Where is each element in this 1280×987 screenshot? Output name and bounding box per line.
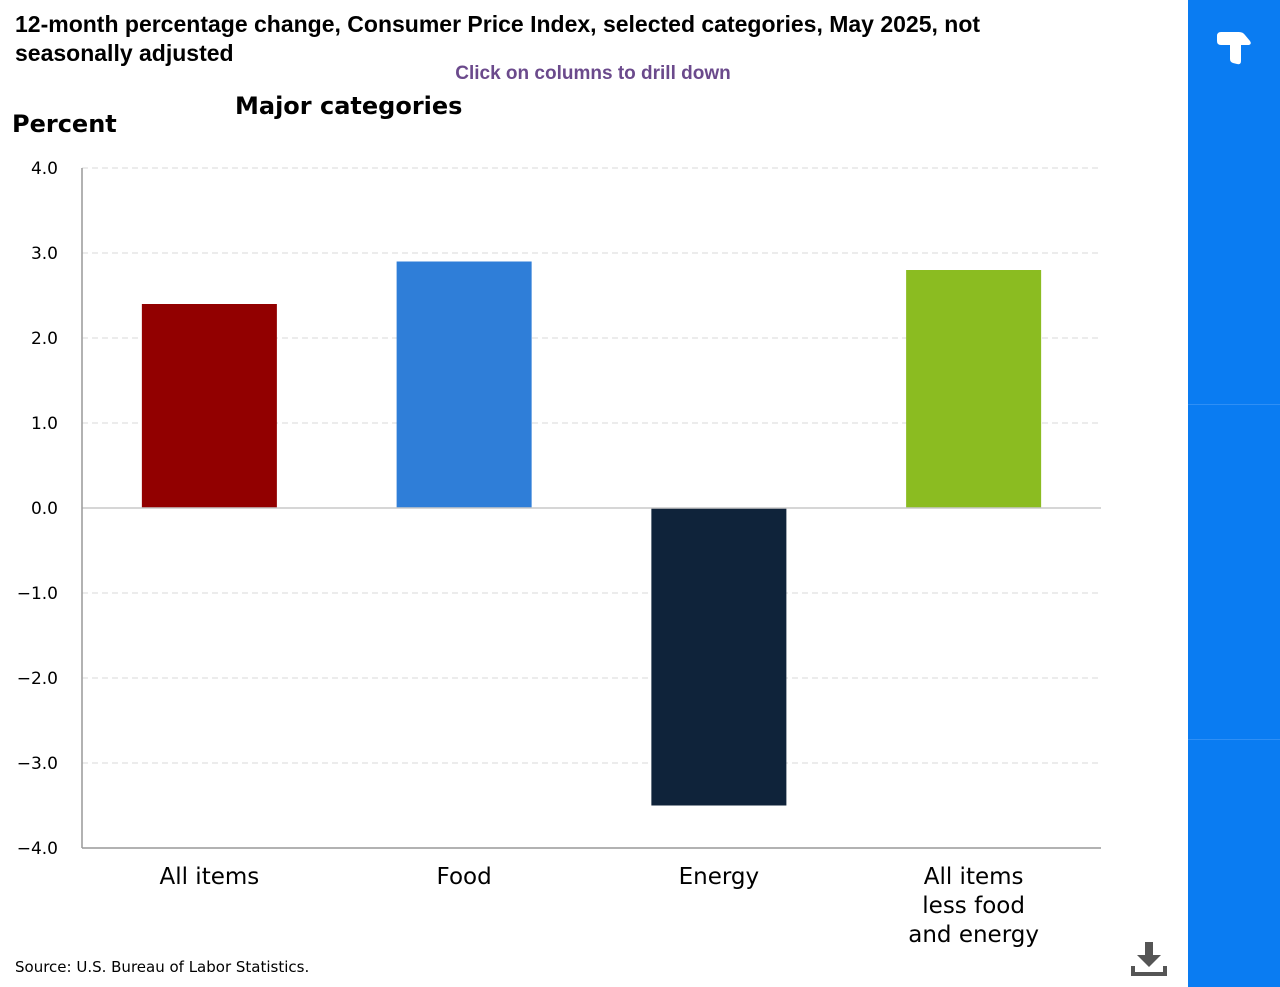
bar-chart: 4.0 3.0 2.0 1.0 0.0 −1.0 −2.0 −3.0 −4.0 All items…	[17, 159, 1101, 948]
bar-all-items-less-food-and-energy[interactable]	[906, 270, 1042, 508]
bar-food[interactable]	[396, 261, 532, 509]
x-category-label: All items	[159, 864, 259, 890]
panel-divider	[1188, 739, 1280, 740]
y-tick-label: 3.0	[31, 244, 58, 264]
y-tick-label: −1.0	[17, 584, 58, 604]
x-category-label: Food	[437, 864, 492, 890]
source-note: Source: U.S. Bureau of Labor Statistics.	[15, 958, 310, 976]
x-category-label-line: All items	[924, 864, 1024, 890]
download-button[interactable]	[1128, 938, 1170, 980]
y-tick-label: −3.0	[17, 754, 58, 774]
bars	[141, 261, 1042, 806]
y-tick-label: 2.0	[31, 329, 58, 349]
bar-energy[interactable]	[651, 508, 787, 806]
y-axis-label: Percent	[12, 110, 117, 138]
x-category-label-line: All items	[159, 864, 259, 890]
download-icon	[1131, 942, 1167, 976]
y-tick-label: −2.0	[17, 669, 58, 689]
x-category-label-line: Energy	[679, 864, 760, 890]
y-tick-label: 0.0	[31, 499, 58, 519]
app-logo-button[interactable]	[1214, 28, 1254, 68]
side-panel	[1188, 0, 1280, 987]
chart-title: 12-month percentage change, Consumer Pri…	[15, 11, 981, 66]
x-category-label-line: less food	[922, 893, 1025, 919]
y-tick-label: 4.0	[31, 159, 58, 179]
axis-labels: 4.0 3.0 2.0 1.0 0.0 −1.0 −2.0 −3.0 −4.0 All items…	[17, 159, 1039, 948]
panel-divider	[1188, 404, 1280, 405]
axes	[81, 168, 1101, 849]
y-tick-label: −4.0	[17, 839, 58, 859]
drill-down-hint: Click on columns to drill down	[455, 63, 731, 84]
app-logo-icon	[1217, 32, 1251, 65]
bar-all-items[interactable]	[141, 304, 277, 508]
y-tick-label: 1.0	[31, 414, 58, 434]
x-category-label-line: and energy	[908, 922, 1039, 948]
x-category-label: All items less food and energy	[908, 864, 1039, 948]
x-category-label-line: Food	[437, 864, 492, 890]
x-category-label: Energy	[679, 864, 760, 890]
chart-subtitle: Major categories	[235, 92, 463, 120]
